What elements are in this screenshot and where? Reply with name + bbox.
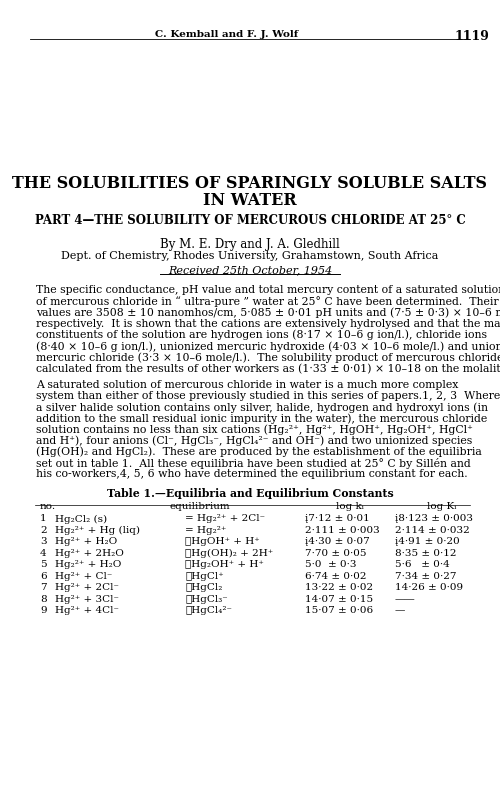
Text: 1119: 1119 xyxy=(455,30,490,43)
Text: constituents of the solution are hydrogen ions (8·17 × 10–6 g ion/l.), chloride : constituents of the solution are hydroge… xyxy=(36,329,487,340)
Text: set out in table 1.  All these equilibria have been studied at 25° C by Sillén a: set out in table 1. All these equilibria… xyxy=(36,458,471,468)
Text: system than either of those previously studied in this series of papers.1, 2, 3 : system than either of those previously s… xyxy=(36,390,500,401)
Text: his co-workers,4, 5, 6 who have determined the equilibrium constant for each.: his co-workers,4, 5, 6 who have determin… xyxy=(36,469,468,479)
Text: solution contains no less than six cations (Hg₂²⁺, Hg²⁺, HgOH⁺, Hg₂OH⁺, HgCl⁺: solution contains no less than six catio… xyxy=(36,424,473,434)
Text: C. Kemball and F. J. Wolf: C. Kemball and F. J. Wolf xyxy=(155,30,298,39)
Text: IN WATER: IN WATER xyxy=(203,192,297,209)
Text: 3: 3 xyxy=(40,536,46,546)
Text: 13·22 ± 0·02: 13·22 ± 0·02 xyxy=(305,583,373,592)
Text: 1: 1 xyxy=(40,514,46,523)
Text: 5: 5 xyxy=(40,560,46,569)
Text: 7·34 ± 0·27: 7·34 ± 0·27 xyxy=(395,571,456,581)
Text: 2: 2 xyxy=(40,525,46,534)
Text: Dept. of Chemistry, Rhodes University, Grahamstown, South Africa: Dept. of Chemistry, Rhodes University, G… xyxy=(62,251,438,261)
Text: Hg₂Cl₂ (s): Hg₂Cl₂ (s) xyxy=(55,514,107,523)
Text: Received 25th October, 1954: Received 25th October, 1954 xyxy=(168,265,332,275)
Text: = Hg₂²⁺: = Hg₂²⁺ xyxy=(185,525,226,534)
Text: THE SOLUBILITIES OF SPARINGLY SOLUBLE SALTS: THE SOLUBILITIES OF SPARINGLY SOLUBLE SA… xyxy=(12,175,488,192)
Text: 4: 4 xyxy=(40,548,46,557)
Text: Hg²⁺ + 3Cl⁻: Hg²⁺ + 3Cl⁻ xyxy=(55,594,119,603)
Text: Hg²⁺ + 2H₂O: Hg²⁺ + 2H₂O xyxy=(55,548,124,557)
Text: 2·111 ± 0·003: 2·111 ± 0·003 xyxy=(305,525,380,534)
Text: A saturated solution of mercurous chloride in water is a much more complex: A saturated solution of mercurous chlori… xyxy=(36,379,459,389)
Text: addition to the small residual ionic impurity in the water), the mercurous chlor: addition to the small residual ionic imp… xyxy=(36,413,487,423)
Text: 7: 7 xyxy=(40,583,46,592)
Text: 6·74 ± 0·02: 6·74 ± 0·02 xyxy=(305,571,366,581)
Text: 8·35 ± 0·12: 8·35 ± 0·12 xyxy=(395,548,456,557)
Text: ——: —— xyxy=(395,594,416,603)
Text: Hg²⁺ + Cl⁻: Hg²⁺ + Cl⁻ xyxy=(55,571,112,581)
Text: 2·114 ± 0·032: 2·114 ± 0·032 xyxy=(395,525,470,534)
Text: ≝HgCl₄²⁻: ≝HgCl₄²⁻ xyxy=(185,605,232,614)
Text: 14·07 ± 0·15: 14·07 ± 0·15 xyxy=(305,594,373,603)
Text: no.: no. xyxy=(40,502,56,511)
Text: 14·26 ± 0·09: 14·26 ± 0·09 xyxy=(395,583,463,592)
Text: Hg₂²⁺ + Hg (liq): Hg₂²⁺ + Hg (liq) xyxy=(55,525,140,534)
Text: ≝Hg(OH)₂ + 2H⁺: ≝Hg(OH)₂ + 2H⁺ xyxy=(185,548,273,557)
Text: ≝HgCl₂: ≝HgCl₂ xyxy=(185,583,222,592)
Text: (Hg(OH)₂ and HgCl₂).  These are produced by the establishment of the equilibria: (Hg(OH)₂ and HgCl₂). These are produced … xyxy=(36,446,482,457)
Text: —: — xyxy=(395,605,406,614)
Text: 5·6   ± 0·4: 5·6 ± 0·4 xyxy=(395,560,450,569)
Text: į8·123 ± 0·003: į8·123 ± 0·003 xyxy=(395,514,473,523)
Text: ≝HgCl₃⁻: ≝HgCl₃⁻ xyxy=(185,594,228,603)
Text: log Kᵢ: log Kᵢ xyxy=(428,502,456,511)
Text: values are 3508 ± 10 nanomhos/cm, 5·085 ± 0·01 pH units and (7·5 ± 0·3) × 10–6 m: values are 3508 ± 10 nanomhos/cm, 5·085 … xyxy=(36,307,500,317)
Text: equilibrium: equilibrium xyxy=(170,502,230,511)
Text: By M. E. Dry and J. A. Gledhill: By M. E. Dry and J. A. Gledhill xyxy=(160,238,340,251)
Text: 7·70 ± 0·05: 7·70 ± 0·05 xyxy=(305,548,366,557)
Text: Hg₂²⁺ + H₂O: Hg₂²⁺ + H₂O xyxy=(55,560,122,569)
Text: 9: 9 xyxy=(40,605,46,614)
Text: į4·30 ± 0·07: į4·30 ± 0·07 xyxy=(305,536,370,546)
Text: ≝HgCl⁺: ≝HgCl⁺ xyxy=(185,571,224,581)
Text: mercuric chloride (3·3 × 10–6 mole/l.).  The solubility product of mercurous chl: mercuric chloride (3·3 × 10–6 mole/l.). … xyxy=(36,352,500,362)
Text: į7·12 ± 0·01: į7·12 ± 0·01 xyxy=(305,514,370,523)
Text: Hg²⁺ + 2Cl⁻: Hg²⁺ + 2Cl⁻ xyxy=(55,583,119,592)
Text: a silver halide solution contains only silver, halide, hydrogen and hydroxyl ion: a silver halide solution contains only s… xyxy=(36,402,488,412)
Text: The specific conductance, pH value and total mercury content of a saturated solu: The specific conductance, pH value and t… xyxy=(36,284,500,295)
Text: Hg²⁺ + 4Cl⁻: Hg²⁺ + 4Cl⁻ xyxy=(55,605,119,614)
Text: 5·0  ± 0·3: 5·0 ± 0·3 xyxy=(305,560,356,569)
Text: Table 1.—Equilibria and Equilibrium Constants: Table 1.—Equilibria and Equilibrium Cons… xyxy=(106,487,394,499)
Text: log kᵢ: log kᵢ xyxy=(336,502,364,511)
Text: 6: 6 xyxy=(40,571,46,581)
Text: respectively.  It is shown that the cations are extensively hydrolysed and that : respectively. It is shown that the catio… xyxy=(36,318,500,328)
Text: 15·07 ± 0·06: 15·07 ± 0·06 xyxy=(305,605,373,614)
Text: = Hg₂²⁺ + 2Cl⁻: = Hg₂²⁺ + 2Cl⁻ xyxy=(185,514,265,523)
Text: 8: 8 xyxy=(40,594,46,603)
Text: of mercurous chloride in “ ultra-pure ” water at 25° C have been determined.  Th: of mercurous chloride in “ ultra-pure ” … xyxy=(36,296,498,307)
Text: Hg²⁺ + H₂O: Hg²⁺ + H₂O xyxy=(55,536,117,546)
Text: and H⁺), four anions (Cl⁻, HgCl₃⁻, HgCl₄²⁻ and OH⁻) and two unionized species: and H⁺), four anions (Cl⁻, HgCl₃⁻, HgCl₄… xyxy=(36,435,472,446)
Text: PART 4—THE SOLUBILITY OF MERCUROUS CHLORIDE AT 25° C: PART 4—THE SOLUBILITY OF MERCUROUS CHLOR… xyxy=(34,214,466,226)
Text: (8·40 × 10–6 g ion/l.), unionized mercuric hydroxide (4·03 × 10–6 mole/l.) and u: (8·40 × 10–6 g ion/l.), unionized mercur… xyxy=(36,340,500,351)
Text: ≝HgOH⁺ + H⁺: ≝HgOH⁺ + H⁺ xyxy=(185,536,260,546)
Text: ≝Hg₂OH⁺ + H⁺: ≝Hg₂OH⁺ + H⁺ xyxy=(185,560,264,569)
Text: į4·91 ± 0·20: į4·91 ± 0·20 xyxy=(395,536,460,546)
Text: calculated from the results of other workers as (1·33 ± 0·01) × 10–18 on the mol: calculated from the results of other wor… xyxy=(36,363,500,373)
